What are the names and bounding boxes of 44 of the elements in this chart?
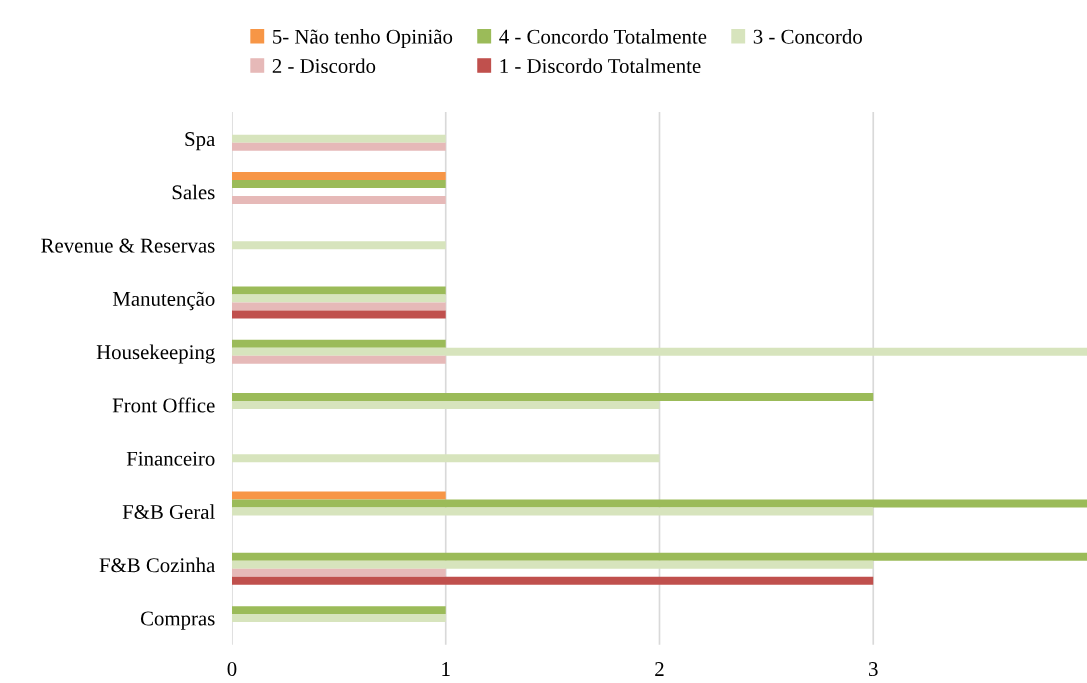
y-tick-label: Sales <box>172 184 215 200</box>
bar <box>231 454 660 463</box>
bar <box>231 195 446 204</box>
bar <box>231 393 874 402</box>
legend-label: 1 - Discordo Totalmente <box>500 58 701 74</box>
y-tick-label: F&B Cozinha <box>99 557 216 573</box>
bar <box>231 134 446 143</box>
bar <box>231 491 446 500</box>
legend-label: 2 - Discordo <box>272 58 376 74</box>
y-tick-label: Manutenção <box>112 291 215 311</box>
bar <box>231 560 874 569</box>
bar <box>231 552 1087 561</box>
legend-label: 4 - Concordo Totalmente <box>499 29 707 44</box>
y-tick-label: Spa <box>185 132 216 151</box>
bar <box>231 294 446 303</box>
bar <box>231 310 446 319</box>
bar <box>231 179 446 188</box>
y-tick-label: Housekeeping <box>96 344 215 364</box>
bar <box>231 302 446 311</box>
x-tick-label: 3 <box>869 662 878 677</box>
y-tick-label: Financeiro <box>126 451 215 466</box>
y-tick-label: Front Office <box>112 397 215 413</box>
legend-label: 5- Não tenho Opinião <box>273 29 453 48</box>
bar <box>231 142 446 151</box>
bar <box>231 614 446 623</box>
bar <box>231 606 446 615</box>
bar <box>231 171 446 180</box>
y-tick-label: Compras <box>140 611 215 630</box>
x-tick-label: 2 <box>655 662 664 676</box>
y-tick-label: F&B Geral <box>122 504 215 519</box>
bar <box>231 355 446 364</box>
bar <box>231 286 446 295</box>
bar <box>231 401 660 410</box>
bar <box>231 339 446 348</box>
bar <box>231 568 446 577</box>
bar <box>231 499 1087 508</box>
legend-label: 3 - Concordo <box>753 29 862 44</box>
bar <box>231 576 874 585</box>
bar <box>231 241 446 250</box>
x-tick-label: 0 <box>227 662 237 677</box>
bar <box>231 507 874 516</box>
y-tick-label: Revenue & Reservas <box>41 238 215 253</box>
bar <box>231 347 1087 356</box>
x-tick-label: 1 <box>442 662 450 676</box>
